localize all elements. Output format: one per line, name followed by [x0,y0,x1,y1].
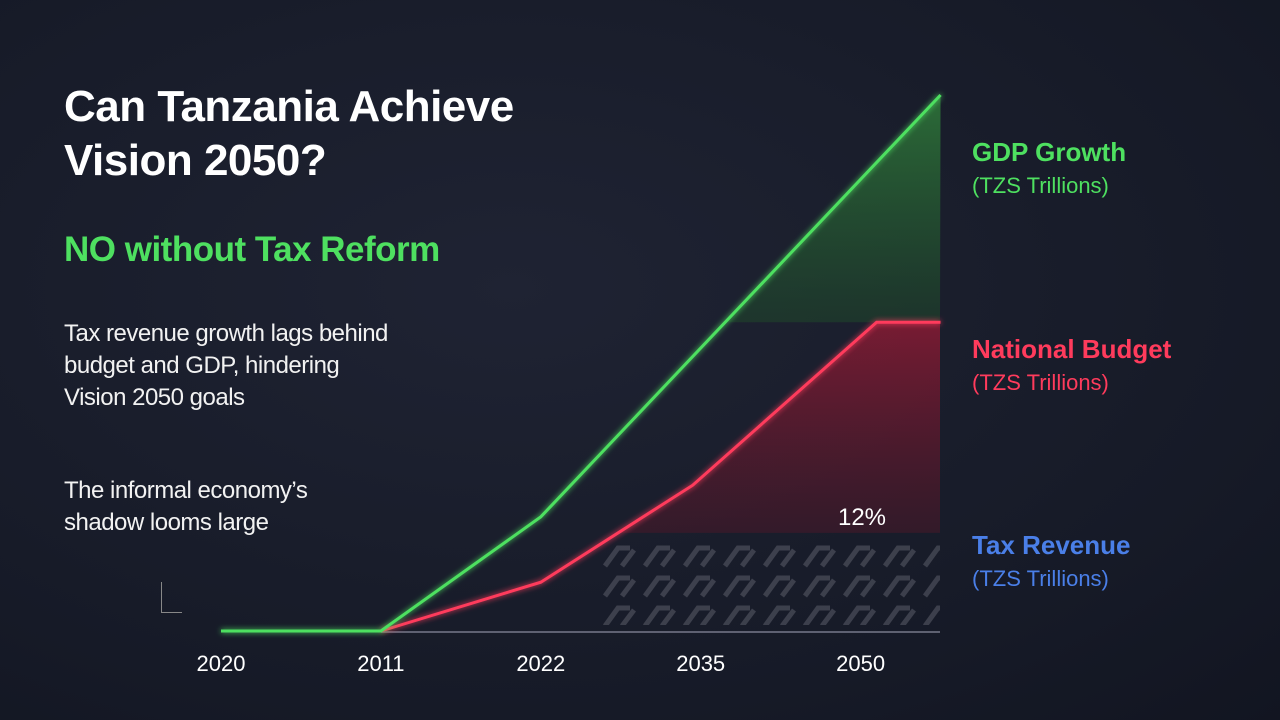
legend-budget-unit: (TZS Trillions) [972,370,1109,395]
page-title: Can Tanzania Achieve Vision 2050? [64,80,514,188]
legend-tax: Tax Revenue (TZS Trillions) [972,528,1130,596]
legend-gdp-name: GDP Growth [972,137,1127,167]
legend-budget: National Budget (TZS Trillions) [972,332,1171,400]
legend-gdp-unit: (TZS Trillions) [972,173,1109,198]
x-tick-label: 2050 [836,651,885,676]
bracket-decoration [161,582,182,613]
x-tick-label: 2020 [197,651,246,676]
x-tick-label: 2011 [357,651,404,676]
informal-economy-pattern [596,540,940,625]
legend-tax-name: Tax Revenue [972,530,1131,560]
budget-line [380,320,941,633]
legend-gdp: GDP Growth (TZS Trillions) [972,135,1126,203]
tax-annotation-label: 12% [838,504,886,531]
title-line-1: Can Tanzania Achieve [64,82,514,131]
title-line-2: Vision 2050? [64,136,327,185]
subtitle: NO without Tax Reform [64,230,440,269]
legend-budget-name: National Budget [972,334,1172,364]
legend-tax-unit: (TZS Trillions) [972,566,1109,591]
gdp-line [221,93,942,633]
note-tax-revenue: Tax revenue growth lags behind budget an… [64,320,388,411]
x-tick-label: 2022 [516,651,565,676]
x-tick-label: 2035 [676,651,725,676]
note-informal-economy: The informal economy’s shadow looms larg… [64,477,308,536]
